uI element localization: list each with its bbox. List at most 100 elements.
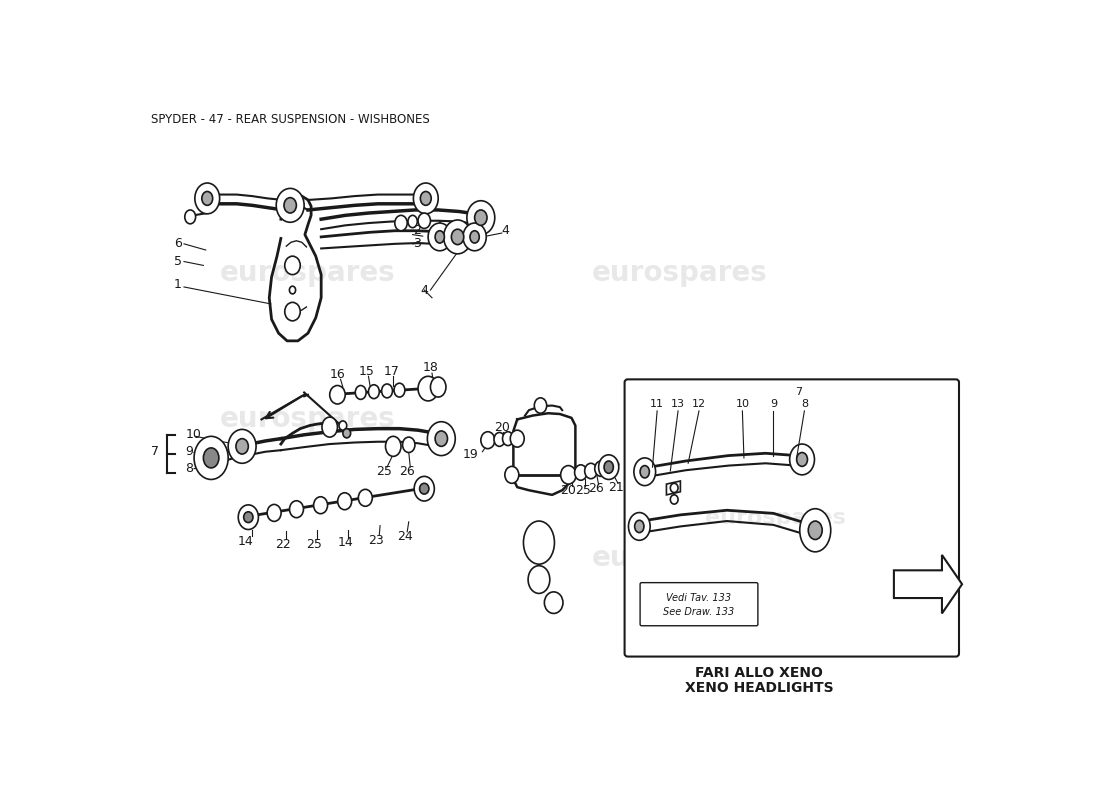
Text: 8: 8: [186, 462, 194, 475]
Ellipse shape: [204, 448, 219, 468]
Ellipse shape: [595, 461, 607, 476]
Ellipse shape: [195, 183, 220, 214]
Ellipse shape: [463, 223, 486, 250]
Ellipse shape: [436, 230, 444, 243]
Ellipse shape: [289, 501, 304, 518]
Polygon shape: [894, 555, 962, 614]
Text: eurospares: eurospares: [220, 259, 396, 287]
Ellipse shape: [289, 286, 296, 294]
Ellipse shape: [635, 520, 643, 533]
Text: 24: 24: [397, 530, 412, 543]
Ellipse shape: [276, 188, 304, 222]
Text: 7: 7: [151, 446, 158, 458]
Text: 12: 12: [692, 399, 706, 409]
Ellipse shape: [284, 198, 296, 213]
Ellipse shape: [385, 436, 402, 456]
Text: eurospares: eurospares: [220, 406, 396, 434]
Ellipse shape: [790, 444, 814, 475]
Ellipse shape: [415, 476, 434, 501]
Text: eurospares: eurospares: [592, 544, 768, 572]
FancyBboxPatch shape: [640, 582, 758, 626]
Text: 11: 11: [650, 399, 664, 409]
Ellipse shape: [408, 215, 417, 228]
Polygon shape: [789, 578, 904, 646]
Ellipse shape: [640, 466, 649, 478]
Text: 23: 23: [368, 534, 384, 546]
Text: 16: 16: [330, 368, 345, 382]
Ellipse shape: [314, 497, 328, 514]
Text: 10: 10: [186, 428, 201, 442]
Ellipse shape: [368, 385, 379, 398]
Ellipse shape: [418, 376, 438, 401]
Text: See Draw. 133: See Draw. 133: [663, 607, 735, 617]
Ellipse shape: [338, 493, 352, 510]
Text: 25: 25: [306, 538, 322, 550]
Ellipse shape: [808, 521, 822, 539]
Ellipse shape: [267, 505, 282, 522]
Ellipse shape: [451, 230, 464, 245]
Ellipse shape: [800, 509, 830, 552]
Text: XENO HEADLIGHTS: XENO HEADLIGHTS: [684, 681, 834, 695]
Ellipse shape: [228, 430, 256, 463]
Text: 5: 5: [174, 255, 182, 268]
Text: 18: 18: [422, 361, 439, 374]
Ellipse shape: [244, 512, 253, 522]
Ellipse shape: [670, 483, 678, 493]
Ellipse shape: [481, 432, 495, 449]
Text: 15: 15: [359, 365, 374, 378]
Ellipse shape: [670, 495, 678, 504]
Text: eurospares: eurospares: [592, 259, 768, 287]
Text: 4: 4: [420, 283, 428, 297]
Ellipse shape: [359, 490, 372, 506]
Ellipse shape: [796, 453, 807, 466]
Text: 13: 13: [671, 399, 685, 409]
Ellipse shape: [355, 386, 366, 399]
Text: 17: 17: [384, 365, 399, 378]
Ellipse shape: [598, 455, 619, 479]
Ellipse shape: [561, 466, 576, 484]
Ellipse shape: [524, 521, 554, 564]
Ellipse shape: [430, 377, 446, 397]
Ellipse shape: [574, 465, 587, 480]
Ellipse shape: [505, 466, 519, 483]
Text: 7: 7: [795, 386, 802, 397]
Ellipse shape: [418, 213, 430, 229]
Text: 1: 1: [174, 278, 182, 291]
Ellipse shape: [436, 431, 448, 446]
Ellipse shape: [510, 430, 525, 447]
Text: SPYDER - 47 - REAR SUSPENSION - WISHBONES: SPYDER - 47 - REAR SUSPENSION - WISHBONE…: [152, 113, 430, 126]
Ellipse shape: [443, 220, 472, 254]
Text: eurospares: eurospares: [705, 508, 846, 528]
Text: 20: 20: [560, 484, 575, 497]
Ellipse shape: [466, 201, 495, 234]
Ellipse shape: [474, 210, 487, 226]
Text: 8: 8: [801, 399, 807, 409]
Text: 10: 10: [736, 399, 749, 409]
Ellipse shape: [235, 438, 249, 454]
Text: 3: 3: [412, 238, 420, 250]
Ellipse shape: [634, 458, 656, 486]
Ellipse shape: [585, 463, 597, 478]
Ellipse shape: [382, 384, 393, 398]
Text: Vedi Tav. 133: Vedi Tav. 133: [667, 593, 732, 603]
Text: 14: 14: [238, 534, 254, 547]
Ellipse shape: [535, 398, 547, 414]
Ellipse shape: [494, 433, 505, 446]
Ellipse shape: [419, 483, 429, 494]
Ellipse shape: [339, 421, 346, 430]
Text: 9: 9: [770, 399, 777, 409]
Ellipse shape: [420, 191, 431, 206]
Ellipse shape: [428, 223, 451, 250]
Text: 6: 6: [174, 238, 182, 250]
Text: 26: 26: [588, 482, 604, 495]
Ellipse shape: [395, 215, 407, 230]
Ellipse shape: [343, 429, 351, 438]
Ellipse shape: [239, 505, 258, 530]
Ellipse shape: [470, 230, 480, 243]
Text: 2: 2: [412, 224, 420, 238]
Ellipse shape: [322, 417, 338, 437]
Ellipse shape: [285, 302, 300, 321]
Ellipse shape: [528, 566, 550, 594]
Ellipse shape: [285, 256, 300, 274]
Ellipse shape: [544, 592, 563, 614]
